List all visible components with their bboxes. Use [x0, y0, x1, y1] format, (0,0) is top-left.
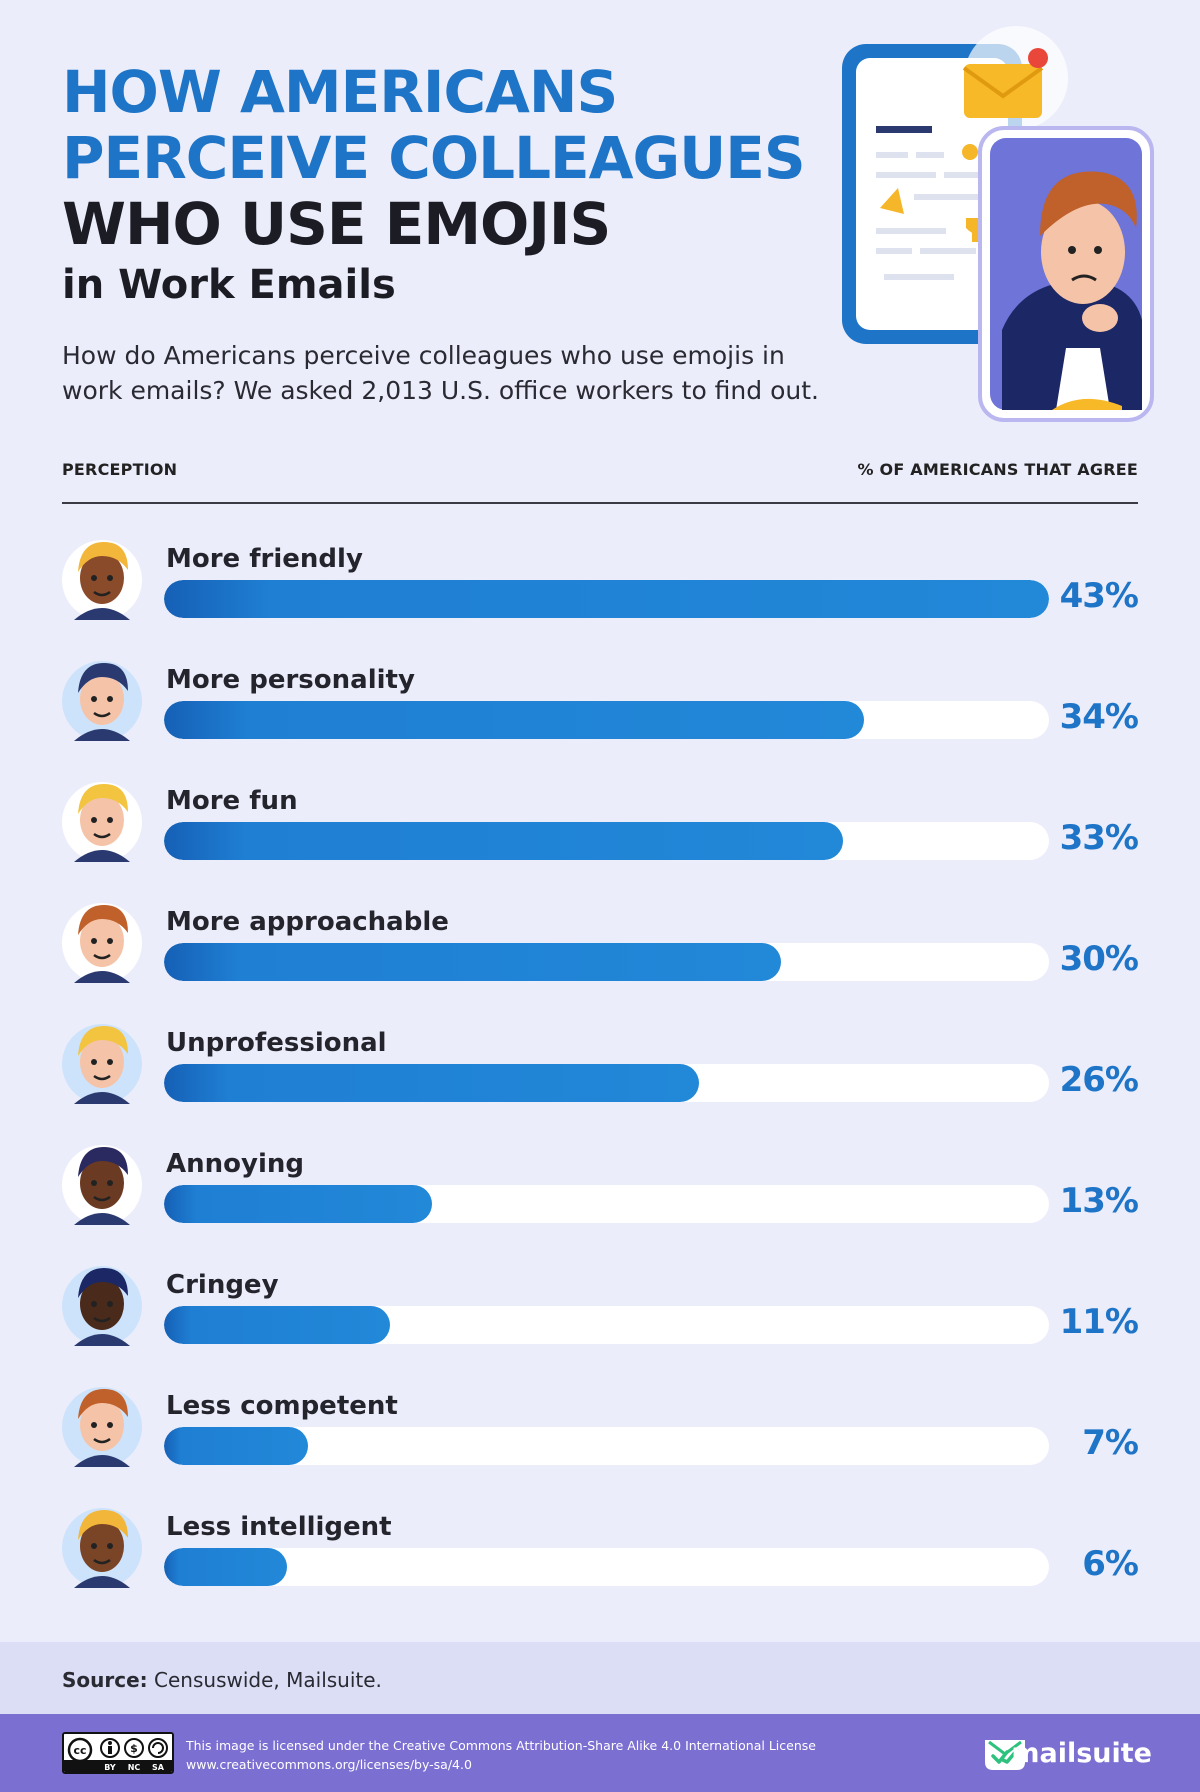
worried-woman-avatar-icon — [62, 1508, 142, 1588]
bar — [164, 1064, 700, 1102]
notification-dot-icon — [1028, 48, 1048, 68]
creative-commons-icon: cc $ BY NC SA — [62, 1732, 174, 1774]
thinking-blonde-avatar-icon — [62, 1024, 142, 1104]
bar-label: Unprofessional — [166, 1028, 387, 1058]
bar — [164, 1548, 288, 1586]
man-dark-hair-avatar-icon — [62, 661, 142, 741]
bar-label: Cringey — [166, 1270, 279, 1300]
license-url[interactable]: www.creativecommons.org/licenses/by-sa/4… — [186, 1757, 472, 1772]
envelope-icon — [964, 64, 1042, 118]
bar — [164, 1427, 309, 1465]
bar — [164, 1306, 391, 1344]
ok-hand-icon — [962, 144, 978, 160]
party-hat-avatar-icon — [62, 782, 142, 862]
hero-illustration — [842, 26, 1154, 422]
license-text: This image is licensed under the Creativ… — [186, 1736, 816, 1774]
cc-nc-label: NC — [128, 1763, 141, 1772]
bearded-man-avatar-icon — [62, 1266, 142, 1346]
bar-value-label: 43% — [1059, 576, 1139, 616]
bar-value-label: 26% — [1059, 1060, 1139, 1100]
bar-row: More approachable 30% — [0, 893, 1200, 1014]
footer: cc $ BY NC SA This image is licensed und… — [0, 1714, 1200, 1792]
bar-row: Less competent 7% — [0, 1377, 1200, 1498]
bar-row: Unprofessional 26% — [0, 1014, 1200, 1135]
bar-track — [164, 943, 1049, 981]
cc-sa-label: SA — [152, 1763, 165, 1772]
bar-track — [164, 580, 1049, 618]
source-value: Censuswide, Mailsuite. — [147, 1668, 382, 1692]
brand-name: mailsuite — [1011, 1738, 1152, 1769]
bar-row: Cringey 11% — [0, 1256, 1200, 1377]
bar — [164, 1185, 432, 1223]
bar-track — [164, 1306, 1049, 1344]
bar-label: Annoying — [166, 1149, 304, 1179]
bar-row: Annoying 13% — [0, 1135, 1200, 1256]
bar-label: More personality — [166, 665, 415, 695]
bar-label: More fun — [166, 786, 298, 816]
svg-text:cc: cc — [73, 1744, 86, 1757]
bar-value-label: 33% — [1059, 818, 1139, 858]
annoyed-curly-avatar-icon — [62, 1145, 142, 1225]
bar-track — [164, 1185, 1049, 1223]
bar — [164, 943, 782, 981]
bar-value-label: 34% — [1059, 697, 1139, 737]
bar-value-label: 13% — [1059, 1181, 1139, 1221]
bar-value-label: 11% — [1059, 1302, 1139, 1342]
bar-label: More approachable — [166, 907, 449, 937]
bar-track — [164, 1427, 1049, 1465]
bar-row: Less intelligent 6% — [0, 1498, 1200, 1619]
subtitle: in Work Emails — [62, 262, 396, 308]
waving-glasses-avatar-icon — [62, 903, 142, 983]
winking-redhead-avatar-icon — [62, 1387, 142, 1467]
bar-track — [164, 1548, 1049, 1586]
bar — [164, 822, 844, 860]
bar — [164, 580, 1049, 618]
source-text: Source: Censuswide, Mailsuite. — [62, 1668, 382, 1692]
mailsuite-logo-icon — [985, 1740, 1025, 1770]
bar-row: More friendly 43% — [0, 530, 1200, 651]
intro-text: How do Americans perceive colleagues who… — [62, 341, 819, 405]
title-line-3: WHO USE EMOJIS — [62, 190, 611, 258]
bar-track — [164, 701, 1049, 739]
bar-row: More fun 33% — [0, 772, 1200, 893]
bar-value-label: 7% — [1082, 1423, 1139, 1463]
header-divider — [62, 502, 1138, 504]
svg-text:$: $ — [130, 1742, 138, 1755]
bar-label: More friendly — [166, 544, 363, 574]
title-line-1: HOW AMERICANS — [62, 58, 618, 126]
source-band: Source: Censuswide, Mailsuite. — [0, 1642, 1200, 1714]
woman-blonde-avatar-icon — [62, 540, 142, 620]
bar — [164, 701, 864, 739]
bar-track — [164, 822, 1049, 860]
bar-track — [164, 1064, 1049, 1102]
column-header-perception: PERCEPTION — [62, 460, 178, 479]
bar-row: More personality 34% — [0, 651, 1200, 772]
source-label: Source: — [62, 1668, 148, 1692]
bar-value-label: 6% — [1082, 1544, 1139, 1584]
party-popper-icon — [880, 188, 904, 214]
bar-label: Less competent — [166, 1391, 398, 1421]
column-header-percent: % OF AMERICANS THAT AGREE — [857, 460, 1138, 479]
title-line-2: PERCEIVE COLLEAGUES — [62, 124, 806, 192]
bar-value-label: 30% — [1059, 939, 1139, 979]
bar-chart: More friendly 43% More personality 34% More … — [0, 530, 1200, 1619]
cc-by-label: BY — [104, 1763, 116, 1772]
license-line-1: This image is licensed under the Creativ… — [186, 1738, 816, 1753]
bar-label: Less intelligent — [166, 1512, 392, 1542]
